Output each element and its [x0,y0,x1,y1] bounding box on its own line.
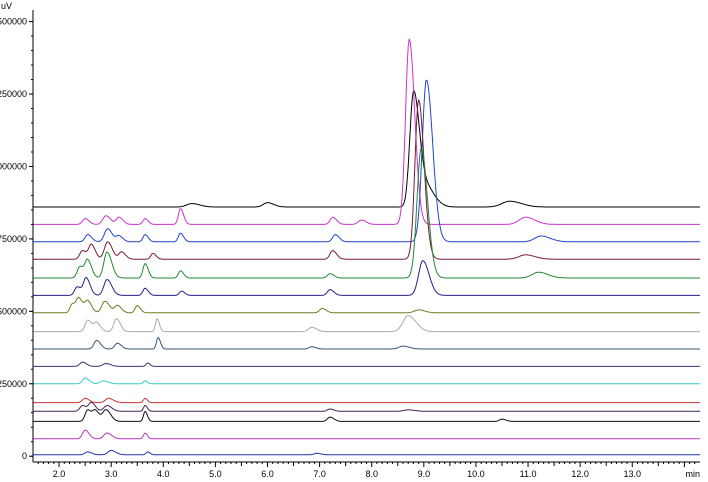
x-tick-label: 4.0 [157,469,170,479]
x-tick-label: 7.0 [313,469,326,479]
axes-group [32,10,700,463]
y-tick-label: 1000000 [0,161,27,171]
chromatogram-trace-15 [33,429,700,440]
y-tick-label: 250000 [0,379,27,389]
x-tick-label: 2.0 [53,469,66,479]
y-tick-label: 1250000 [0,89,27,99]
chromatogram-trace-10 [33,361,700,367]
chromatogram-trace-1 [33,90,700,208]
chromatogram-trace-7 [33,296,700,314]
chromatogram-trace-3 [33,79,700,243]
x-tick-label: 11.0 [520,469,537,479]
x-tick-label: 6.0 [261,469,274,479]
chromatogram-trace-5 [33,147,700,279]
x-tick-group: 2.0 3.0 4.0 5.0 6.0 7.0 8.0 9.0 10.0 11.0 12.0 13.0 [37,462,696,479]
chromatogram-trace-8 [33,315,700,333]
x-tick-label: 5.0 [209,469,222,479]
chromatogram-trace-6 [33,260,700,296]
x-tick-label: 3.0 [105,469,118,479]
chromatogram-trace-12 [33,397,700,404]
chromatogram-trace-11 [33,377,700,385]
chromatogram-trace-2 [33,38,700,225]
x-axis-label: min [685,469,700,479]
x-tick-label: 10.0 [467,469,485,479]
y-axis-label: uV [1,1,12,11]
chromatogram-trace-13 [33,401,700,412]
chromatogram-trace-16 [33,449,700,456]
chromatogram-trace-9 [33,336,700,350]
x-tick-label: 12.0 [571,469,589,479]
x-tick-label: 8.0 [365,469,378,479]
y-tick-label: 1500000 [0,17,27,27]
trace-group [33,38,700,456]
chromatogram-trace-4 [33,99,700,260]
y-tick-label: 750000 [0,234,27,244]
y-tick-label: 0 [22,451,27,461]
x-tick-label: 13.0 [623,469,641,479]
chromatogram-trace-14 [33,409,700,422]
x-tick-label: 9.0 [418,469,431,479]
